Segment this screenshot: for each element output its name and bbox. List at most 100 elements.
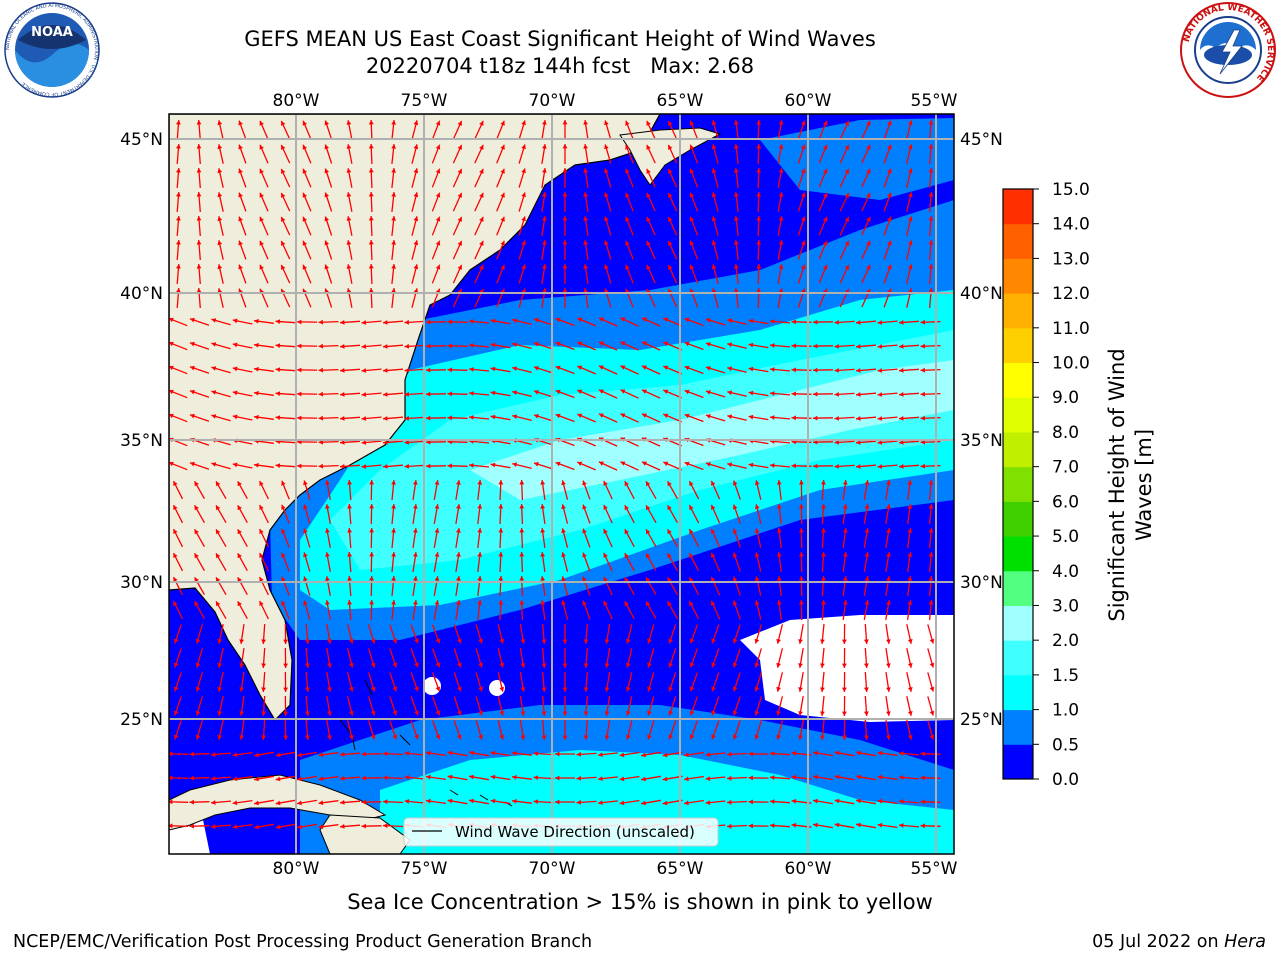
colorbar-swatch	[1003, 258, 1033, 294]
wave-direction-arrowhead	[820, 711, 825, 716]
wave-direction-arrowhead	[325, 576, 330, 581]
wave-direction-arrowhead	[920, 391, 925, 397]
wave-direction-arrowhead	[169, 775, 173, 781]
wave-direction-arrowhead	[668, 144, 673, 150]
wave-direction-arrowhead	[281, 480, 286, 486]
wave-direction-arrowhead	[604, 168, 609, 174]
wave-direction-arrowhead	[754, 638, 760, 644]
wave-direction-arrowhead	[604, 735, 610, 740]
wave-direction-arrowhead	[426, 319, 431, 325]
wave-direction-arrowhead	[625, 710, 631, 716]
wave-direction-arrowhead	[217, 240, 223, 246]
lat-tick-right: 45°N	[960, 130, 1003, 150]
wave-direction-arrowhead	[668, 120, 673, 126]
wave-direction-arrowhead	[813, 415, 818, 421]
wave-direction-arrowhead	[798, 687, 803, 692]
legend-label: Wind Wave Direction (unscaled)	[455, 823, 695, 841]
wave-direction-arrowhead	[799, 480, 804, 485]
wave-direction-arrowhead	[318, 824, 324, 830]
wave-direction-arrowhead	[426, 750, 431, 756]
wave-direction-arrowhead	[469, 391, 474, 396]
wave-direction-arrowhead	[820, 735, 825, 740]
wave-direction-arrowhead	[907, 639, 913, 644]
colorbar-tick-label: 7.0	[1052, 458, 1079, 478]
wave-direction-arrowhead	[383, 320, 388, 325]
wave-direction-arrowhead	[689, 553, 694, 559]
wave-direction-arrowhead	[920, 463, 925, 469]
colorbar-swatch	[1003, 709, 1033, 745]
wave-direction-arrowhead	[798, 711, 803, 716]
colorbar-swatch	[1003, 640, 1033, 676]
wave-direction-arrowhead	[562, 240, 568, 245]
wave-direction-arrowhead	[577, 389, 583, 394]
wave-direction-arrowhead	[169, 341, 174, 347]
wave-direction-arrowhead	[929, 734, 935, 740]
wave-direction-arrowhead	[689, 638, 695, 644]
wave-direction-arrowhead	[349, 662, 354, 668]
wave-direction-arrowhead	[920, 799, 925, 805]
wave-direction-arrowhead	[929, 686, 935, 692]
wave-direction-arrowhead	[727, 799, 732, 805]
wave-direction-arrowhead	[899, 392, 904, 397]
wave-direction-arrowhead	[404, 415, 409, 421]
wave-direction-arrowhead	[194, 553, 199, 559]
wave-direction-arrowhead	[820, 687, 825, 692]
wave-direction-arrowhead	[823, 192, 828, 198]
wave-direction-arrowhead	[689, 601, 694, 607]
wave-direction-arrowhead	[196, 216, 202, 221]
wave-direction-arrowhead	[842, 576, 848, 581]
wave-direction-arrowhead	[598, 341, 604, 346]
wave-direction-arrowhead	[169, 317, 174, 323]
wave-direction-arrowhead	[756, 240, 762, 245]
wave-direction-arrowhead	[684, 389, 690, 395]
wave-direction-arrowhead	[297, 415, 302, 421]
wave-direction-arrowhead	[383, 799, 388, 805]
wave-direction-arrowhead	[391, 144, 396, 149]
wave-direction-arrowhead	[281, 240, 286, 246]
wave-direction-arrowhead	[641, 461, 647, 466]
wave-direction-arrowhead	[684, 800, 689, 806]
wave-direction-arrowhead	[498, 552, 504, 557]
wave-direction-arrowhead	[711, 216, 717, 222]
wave-direction-arrowhead	[259, 192, 264, 198]
wave-direction-arrowhead	[413, 504, 418, 509]
wave-direction-arrowhead	[259, 168, 264, 174]
wave-direction-arrowhead	[800, 120, 806, 126]
wave-direction-arrowhead	[434, 552, 440, 557]
colorbar-frame	[1002, 188, 1034, 780]
wave-direction-arrowhead	[327, 735, 332, 740]
wave-direction-arrowhead	[340, 752, 345, 757]
wave-direction-arrowhead	[534, 366, 539, 371]
wave-direction-arrowhead	[519, 576, 525, 581]
wave-direction-arrowhead	[283, 711, 288, 716]
ocean-band-2-3	[470, 360, 954, 500]
wave-direction-arrowhead	[798, 663, 803, 668]
wave-direction-arrowhead	[834, 344, 839, 349]
wave-direction-arrowhead	[457, 120, 462, 126]
noaa-logo: NOAA NATIONAL OCEANIC AND ATMOSPHERIC AD…	[4, 2, 100, 98]
wave-direction-arrowhead	[684, 752, 689, 758]
wave-direction-arrowhead	[500, 144, 505, 150]
wave-direction-arrowhead	[435, 686, 441, 692]
wave-direction-arrowhead	[346, 120, 352, 125]
wave-direction-arrowhead	[368, 168, 374, 173]
wave-direction-arrowhead	[647, 734, 652, 740]
wave-direction-arrowhead	[173, 529, 178, 534]
wave-direction-arrowhead	[866, 120, 871, 126]
wave-direction-arrowhead	[561, 552, 566, 558]
wave-direction-arrowhead	[555, 799, 560, 805]
wave-direction-arrowhead	[540, 504, 546, 509]
wave-direction-arrowhead	[555, 341, 561, 347]
wave-direction-arrowhead	[899, 775, 904, 780]
wave-direction-arrowhead	[887, 120, 892, 126]
wave-direction-arrowhead	[641, 752, 646, 758]
wave-direction-arrowhead	[800, 168, 806, 174]
wave-direction-arrowhead	[748, 799, 753, 805]
lon-tick-top: 75°W	[401, 91, 448, 111]
wave-direction-arrowhead	[582, 504, 587, 510]
wave-direction-arrowhead	[196, 120, 202, 125]
lat-tick-left: 40°N	[120, 284, 163, 304]
wave-direction-arrowhead	[711, 240, 717, 246]
wave-direction-arrowhead	[173, 577, 178, 582]
wave-direction-arrowhead	[534, 390, 539, 395]
